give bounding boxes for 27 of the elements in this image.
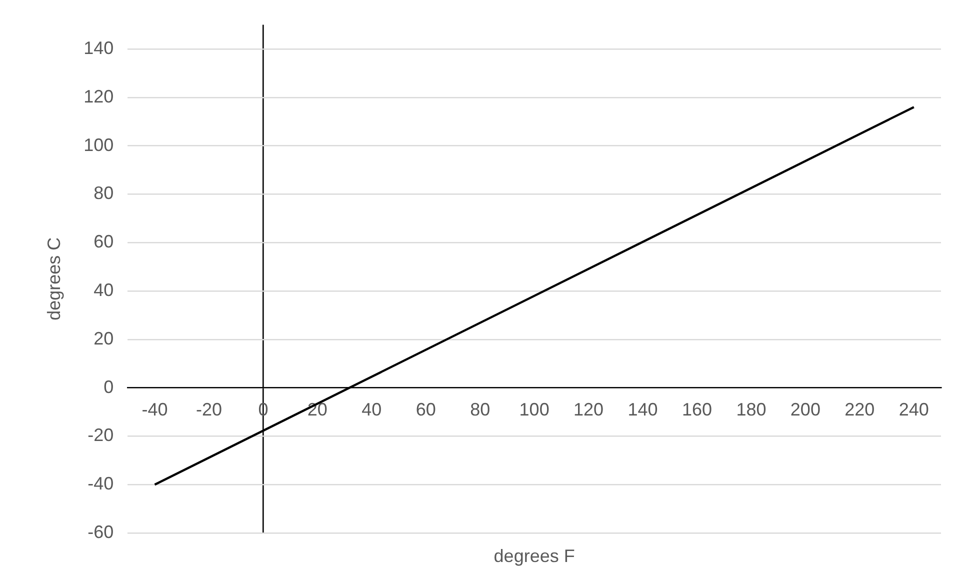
- x-tick-label: 120: [574, 400, 604, 420]
- x-tick-label: 240: [898, 400, 929, 420]
- y-tick-label: 100: [84, 134, 114, 155]
- x-tick-label: -40: [142, 400, 168, 420]
- x-tick-label: -20: [196, 400, 222, 420]
- x-tick-label: 60: [416, 400, 436, 420]
- x-tick-label: 100: [519, 400, 550, 420]
- y-tick-label: 40: [94, 280, 114, 300]
- x-tick-label: 80: [470, 400, 490, 420]
- x-tick-label: 40: [362, 400, 382, 420]
- y-axis-title: degrees C: [44, 237, 64, 320]
- y-tick-label: -40: [88, 474, 114, 494]
- x-tick-label: 200: [790, 400, 820, 420]
- x-tick-label: 180: [736, 400, 766, 420]
- y-tick-label: -60: [88, 522, 114, 542]
- x-tick-label: 140: [628, 400, 658, 420]
- y-tick-label: 20: [94, 328, 114, 348]
- x-tick-label: 20: [307, 400, 328, 420]
- y-tick-label: 60: [94, 232, 114, 252]
- y-tick-label: 120: [84, 86, 114, 106]
- y-tick-label: 80: [94, 183, 114, 204]
- x-tick-label: 220: [844, 400, 875, 420]
- x-axis-title: degrees F: [494, 546, 575, 566]
- y-tick-label: -20: [88, 425, 114, 446]
- x-tick-label: 160: [682, 400, 712, 420]
- y-tick-label: 0: [104, 376, 114, 397]
- y-tick-label: 140: [84, 38, 114, 58]
